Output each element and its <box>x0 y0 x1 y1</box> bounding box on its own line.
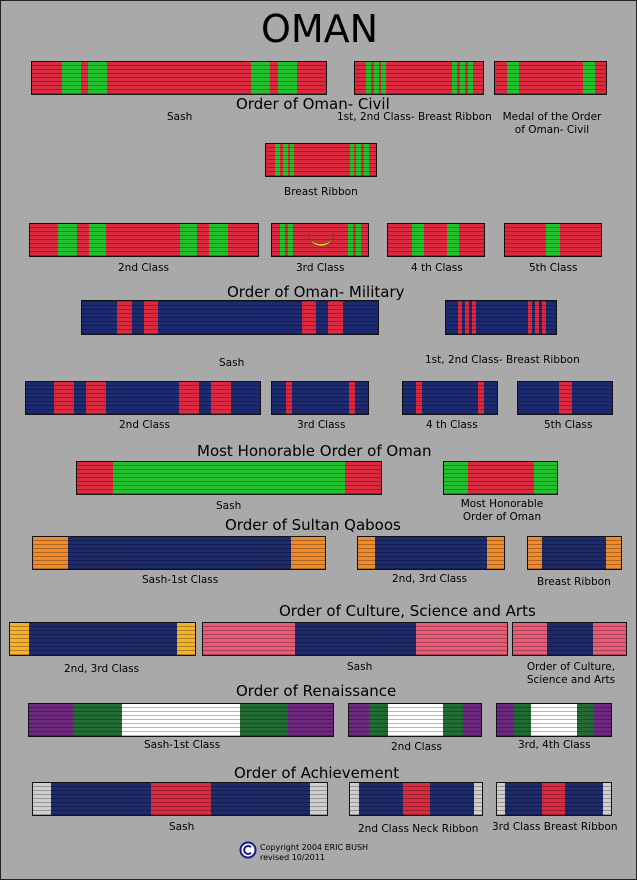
military-heading: Order of Oman- Military <box>227 283 405 301</box>
achievement-3rd-class-label: 3rd Class Breast Ribbon <box>492 821 618 833</box>
military-2nd-class-ribbon <box>25 381 261 415</box>
achievement-heading: Order of Achievement <box>234 764 400 782</box>
culture-sash-ribbon <box>202 622 508 656</box>
civil-medal-label-line2: of Oman- Civil <box>514 124 590 137</box>
civil-heading: Order of Oman- Civil <box>236 95 390 113</box>
sultan-qaboos-heading: Order of Sultan Qaboos <box>225 516 401 534</box>
military-5th-class-ribbon <box>517 381 613 415</box>
civil-5th-class-label: 5th Class <box>529 262 578 274</box>
most-honorable-label-line2: Order of Oman <box>462 511 542 524</box>
most-honorable-label-line1: Most Honorable <box>460 498 544 510</box>
most-honorable-ribbon <box>443 461 558 495</box>
military-breast-label: 1st, 2nd Class- Breast Ribbon <box>425 354 580 366</box>
page-title: OMAN <box>260 7 379 51</box>
military-4th-class-ribbon <box>402 381 498 415</box>
civil-breast-ribbon-label: Breast Ribbon <box>284 186 358 198</box>
renaissance-2nd-class-ribbon <box>348 703 482 737</box>
civil-4th-class-ribbon <box>387 223 485 257</box>
culture-sash-label: Sash <box>347 661 373 673</box>
civil-breast-ribbon <box>265 143 377 177</box>
culture-heading: Order of Culture, Science and Arts <box>279 602 536 620</box>
civil-breast-ribbon-1st-2nd <box>354 61 484 95</box>
civil-5th-class-ribbon <box>504 223 602 257</box>
culture-ribbon <box>512 622 627 656</box>
civil-medal-label-line1: Medal of the Order <box>502 111 602 123</box>
sultan-qaboos-2nd-3rd-label: 2nd, 3rd Class <box>392 573 468 585</box>
sultan-qaboos-sash-ribbon <box>32 536 326 570</box>
military-5th-class-label: 5th Class <box>544 419 593 431</box>
copyright-icon <box>239 841 257 859</box>
civil-medal-label: Medal of the Order of Oman- Civil <box>497 111 607 137</box>
achievement-sash-ribbon <box>32 782 328 816</box>
military-sash-label: Sash <box>219 357 245 369</box>
military-4th-class-label: 4 th Class <box>426 419 478 431</box>
military-breast-ribbon-1st-2nd <box>445 300 557 335</box>
culture-2nd-3rd-ribbon <box>9 622 196 656</box>
achievement-sash-label: Sash <box>169 821 195 833</box>
civil-sash-label: Sash <box>167 111 193 123</box>
culture-ribbon-label: Order of Culture, Science and Arts <box>516 661 626 687</box>
civil-3rd-class-ribbon <box>271 223 369 257</box>
most-honorable-sash-label: Sash <box>216 500 242 512</box>
renaissance-3rd-4th-label: 3rd, 4th Class <box>518 739 591 751</box>
military-3rd-class-ribbon <box>271 381 369 415</box>
renaissance-sash-ribbon <box>28 703 334 737</box>
achievement-2nd-class-ribbon <box>349 782 483 816</box>
copyright-line1: Copyright 2004 ERIC BUSH <box>260 843 369 852</box>
military-sash-ribbon <box>81 300 379 335</box>
achievement-2nd-class-label: 2nd Class Neck Ribbon <box>358 823 479 835</box>
civil-2nd-class-ribbon <box>29 223 259 257</box>
culture-label-line1: Order of Culture, <box>526 661 616 673</box>
civil-3rd-class-label: 3rd Class <box>296 262 345 274</box>
copyright-line2: revised 10/2011 <box>260 853 325 862</box>
military-3rd-class-label: 3rd Class <box>297 419 346 431</box>
civil-sash-ribbon <box>31 61 327 95</box>
renaissance-2nd-class-label: 2nd Class <box>391 741 442 753</box>
most-honorable-ribbon-label: Most Honorable Order of Oman <box>447 498 557 524</box>
most-honorable-heading: Most Honorable Order of Oman <box>197 442 432 460</box>
achievement-3rd-class-ribbon <box>496 782 612 816</box>
civil-medal-ribbon <box>494 61 607 95</box>
most-honorable-sash-ribbon <box>76 461 382 495</box>
sultan-qaboos-2nd-3rd-ribbon <box>357 536 505 570</box>
culture-label-line2: Science and Arts <box>526 674 616 687</box>
sultan-qaboos-breast-ribbon <box>527 536 622 570</box>
culture-2nd-3rd-label: 2nd, 3rd Class <box>64 663 140 675</box>
sultan-qaboos-breast-label: Breast Ribbon <box>537 576 611 588</box>
civil-2nd-class-label: 2nd Class <box>118 262 169 274</box>
civil-breast-label: 1st, 2nd Class- Breast Ribbon <box>337 111 492 123</box>
crescent-icon <box>307 232 335 247</box>
civil-4th-class-label: 4 th Class <box>411 262 463 274</box>
renaissance-heading: Order of Renaissance <box>236 682 397 700</box>
renaissance-3rd-4th-ribbon <box>496 703 612 737</box>
renaissance-sash-label: Sash-1st Class <box>144 739 221 751</box>
military-2nd-class-label: 2nd Class <box>119 419 170 431</box>
sultan-qaboos-sash-label: Sash-1st Class <box>142 574 219 586</box>
